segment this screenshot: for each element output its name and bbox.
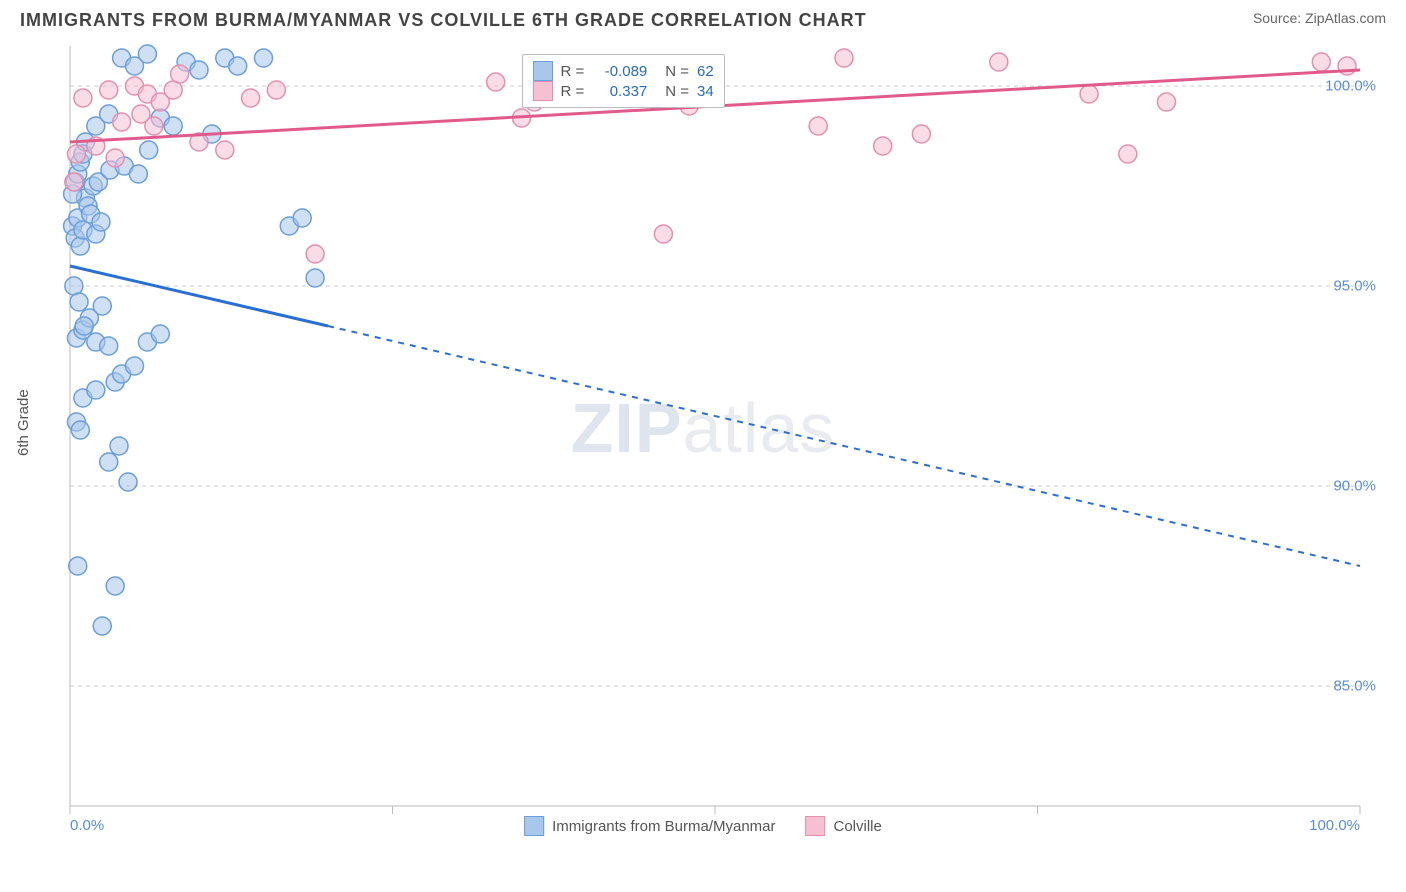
- legend-swatch: [806, 816, 826, 836]
- page-title: IMMIGRANTS FROM BURMA/MYANMAR VS COLVILL…: [20, 10, 867, 31]
- r-value: 0.337: [592, 83, 647, 100]
- y-tick-label: 100.0%: [1325, 78, 1376, 95]
- series-swatch: [533, 81, 553, 101]
- x-tick-label: 0.0%: [70, 817, 104, 834]
- series-swatch: [533, 61, 553, 81]
- n-value: 62: [697, 63, 714, 80]
- r-value: -0.089: [592, 63, 647, 80]
- correlation-row: R =-0.089N =62: [533, 61, 714, 81]
- legend-item: Colville: [806, 816, 882, 836]
- series-legend: Immigrants from Burma/Myanmar Colville: [524, 816, 882, 836]
- correlation-legend-panel: R =-0.089N =62R =0.337N =34: [522, 54, 725, 108]
- y-tick-label: 90.0%: [1333, 478, 1376, 495]
- legend-label: Colville: [834, 818, 882, 835]
- y-tick-label: 85.0%: [1333, 678, 1376, 695]
- x-tick-label: 100.0%: [1309, 817, 1360, 834]
- correlation-row: R =0.337N =34: [533, 81, 714, 101]
- y-tick-label: 95.0%: [1333, 278, 1376, 295]
- legend-item: Immigrants from Burma/Myanmar: [524, 816, 775, 836]
- n-value: 34: [697, 83, 714, 100]
- scatter-plot: [20, 36, 1380, 826]
- legend-label: Immigrants from Burma/Myanmar: [552, 818, 775, 835]
- source-attribution: Source: ZipAtlas.com: [1253, 10, 1386, 26]
- legend-swatch: [524, 816, 544, 836]
- chart-container: 6th Grade 100.0%95.0%90.0%85.0% 0.0%100.…: [20, 36, 1386, 836]
